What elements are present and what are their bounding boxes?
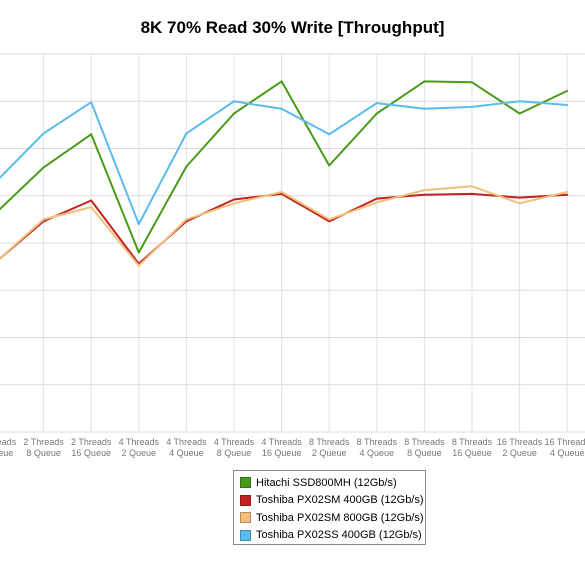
- data-point: [566, 193, 569, 196]
- x-tick-label-threads: 2 Threads: [71, 437, 112, 447]
- chart-title: 8K 70% Read 30% Write [Throughput]: [140, 18, 445, 37]
- data-point: [233, 112, 235, 115]
- x-tick-label-threads: 4 Threads: [261, 437, 302, 447]
- x-tick-label-queue: 8 Queue: [407, 448, 442, 458]
- x-tick-label-threads: 8 Threads: [309, 437, 350, 447]
- x-tick-label-queue: 16 Queue: [452, 448, 492, 458]
- x-tick-label-threads: 8 Threads: [404, 437, 445, 447]
- data-point: [233, 198, 235, 201]
- x-tick-label-queue: 2 Queue: [122, 448, 157, 458]
- data-point: [375, 201, 378, 204]
- data-point: [280, 80, 283, 83]
- x-tick-label-queue: 2 Queue: [312, 448, 347, 458]
- data-point: [423, 107, 426, 110]
- x-tick-label-threads: 4 Threads: [166, 437, 207, 447]
- legend-label: Toshiba PX02SS 400GB (12Gb/s): [256, 529, 422, 542]
- data-point: [328, 220, 331, 223]
- data-point: [566, 104, 569, 107]
- data-point: [137, 264, 140, 267]
- x-tick-label-threads: 2 Threads: [0, 437, 17, 447]
- legend-swatch: [240, 477, 251, 489]
- data-point: [328, 164, 331, 167]
- data-point: [185, 132, 188, 135]
- data-point: [137, 251, 140, 254]
- data-point: [471, 185, 473, 188]
- legend-item-4: Toshiba PX02SS 400GB (12Gb/s): [240, 527, 425, 545]
- x-tick-label-threads: 8 Threads: [357, 437, 398, 447]
- series-line-2: [0, 192, 568, 265]
- legend-swatch: [240, 494, 251, 506]
- data-point: [471, 81, 473, 84]
- series-line-4: [0, 100, 568, 226]
- x-tick-label-queue: 4 Queue: [360, 448, 395, 458]
- legend-item-1: Hitachi SSD800MH (12Gb/s): [240, 474, 425, 492]
- x-tick-label-threads: 2 Threads: [23, 437, 64, 447]
- x-tick-label-queue: 16 Queue: [262, 448, 302, 458]
- data-point: [423, 80, 426, 83]
- data-point: [328, 133, 331, 136]
- data-point: [423, 193, 426, 196]
- data-point: [518, 112, 521, 115]
- data-point: [137, 223, 140, 226]
- data-point: [518, 100, 521, 103]
- data-point: [185, 218, 188, 221]
- x-tick-label-queue: 16 Queue: [71, 448, 111, 458]
- data-point: [90, 206, 93, 209]
- x-tick-label-queue: 8 Queue: [217, 448, 252, 458]
- data-point: [375, 102, 378, 105]
- data-point: [518, 202, 521, 205]
- data-point: [233, 100, 235, 103]
- data-point: [42, 166, 45, 169]
- x-tick-label-threads: 8 Threads: [452, 437, 493, 447]
- data-point: [280, 107, 283, 110]
- data-point: [471, 105, 473, 108]
- legend-label: Toshiba PX02SM 800GB (12Gb/s): [256, 511, 424, 524]
- x-tick-label-threads: 16 Threads: [545, 437, 585, 447]
- data-point: [566, 89, 569, 92]
- data-point: [566, 190, 569, 193]
- data-point: [42, 218, 45, 221]
- x-tick-label-queue: 4 Queue: [550, 448, 585, 458]
- data-point: [280, 190, 283, 193]
- chart-legend: Hitachi SSD800MH (12Gb/s) Toshiba PX02SM …: [233, 470, 426, 545]
- x-tick-label-threads: 4 Threads: [214, 437, 255, 447]
- x-tick-label-threads: 16 Threads: [497, 437, 543, 447]
- data-point: [375, 112, 378, 115]
- x-tick-label-queue: 2 Queue: [502, 448, 537, 458]
- legend-label: Hitachi SSD800MH (12Gb/s): [256, 476, 397, 489]
- legend-swatch: [240, 512, 251, 524]
- x-tick-label-queue: 4 Queue: [0, 448, 13, 458]
- x-tick-label-queue: 8 Queue: [26, 448, 61, 458]
- legend-swatch: [240, 529, 251, 541]
- data-point: [42, 132, 45, 135]
- legend-label: Toshiba PX02SM 400GB (12Gb/s): [256, 494, 424, 507]
- data-point: [90, 101, 93, 104]
- legend-item-3: Toshiba PX02SM 800GB (12Gb/s): [240, 509, 425, 527]
- data-point: [375, 197, 378, 200]
- data-point: [328, 218, 331, 221]
- series-lines: [0, 80, 569, 267]
- data-point: [471, 192, 473, 195]
- series-line-3: [0, 185, 568, 267]
- data-point: [233, 202, 235, 205]
- data-point: [90, 199, 93, 202]
- gridlines: [0, 53, 585, 433]
- legend-item-2: Toshiba PX02SM 400GB (12Gb/s): [240, 492, 425, 510]
- data-point: [423, 189, 426, 192]
- data-point: [518, 196, 521, 199]
- x-tick-label-queue: 4 Queue: [169, 448, 204, 458]
- data-point: [185, 165, 188, 168]
- x-tick-label-threads: 4 Threads: [119, 437, 160, 447]
- data-point: [90, 133, 93, 136]
